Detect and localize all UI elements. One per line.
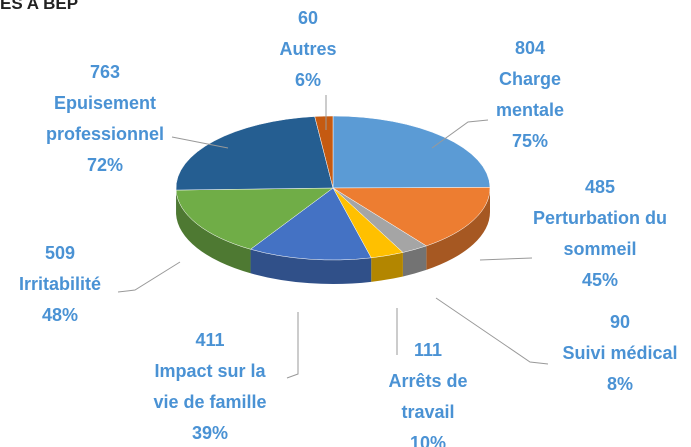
slice-side xyxy=(371,252,403,282)
label-value: 111 xyxy=(413,340,443,360)
chart-title: ES A BEP xyxy=(0,0,79,13)
label-category: Suivi médical xyxy=(562,343,678,363)
label-percent: 39% xyxy=(191,423,229,443)
data-label: 411 Impact sur la vie de famille 39% xyxy=(140,325,280,447)
data-label: 485 Perturbation du sommeil 45% xyxy=(533,172,668,296)
label-value: 60 xyxy=(297,8,319,28)
label-value: 509 xyxy=(44,243,76,263)
label-category: Charge mentale xyxy=(495,69,565,120)
label-value: 90 xyxy=(609,312,631,332)
data-label: 60 Autres 6% xyxy=(268,3,348,96)
label-percent: 8% xyxy=(606,374,633,394)
label-percent: 75% xyxy=(511,131,549,151)
leader-line xyxy=(435,297,549,365)
slice-side xyxy=(250,249,372,285)
label-category: Impact sur la vie de famille xyxy=(153,361,267,412)
slice xyxy=(175,116,334,191)
slice xyxy=(249,187,372,261)
slice-side xyxy=(426,188,490,270)
slice-side xyxy=(402,245,427,277)
label-value: 804 xyxy=(514,38,546,58)
data-label: 111 Arrêts de travail 10% xyxy=(376,335,481,447)
label-percent: 72% xyxy=(86,155,124,175)
label-category: Irritabilité xyxy=(18,274,102,294)
label-percent: 48% xyxy=(41,305,79,325)
data-label: 804 Charge mentale 75% xyxy=(485,33,575,157)
slice-side xyxy=(176,190,251,274)
label-category: Epuisement professionnel xyxy=(45,93,165,144)
label-percent: 10% xyxy=(409,433,447,447)
data-label: 763 Epuisement professionnel 72% xyxy=(30,57,180,181)
label-value: 763 xyxy=(89,62,121,82)
data-label: 90 Suivi médical 8% xyxy=(545,307,691,400)
leader-line xyxy=(286,312,299,379)
leader-line xyxy=(117,261,181,293)
label-category: Perturbation du sommeil xyxy=(533,208,667,259)
label-percent: 6% xyxy=(294,70,321,90)
leader-line xyxy=(171,136,229,149)
label-category: Autres xyxy=(279,39,337,59)
slice xyxy=(314,115,334,189)
slice xyxy=(332,187,491,247)
label-category: Arrêts de travail xyxy=(388,371,468,422)
leader-line xyxy=(431,119,489,149)
label-value: 485 xyxy=(584,177,616,197)
label-percent: 45% xyxy=(581,270,619,290)
slice xyxy=(175,187,334,250)
data-label: 509 Irritabilité 48% xyxy=(0,238,120,331)
slice xyxy=(332,115,491,189)
label-value: 411 xyxy=(195,330,225,350)
leader-line xyxy=(479,257,533,261)
